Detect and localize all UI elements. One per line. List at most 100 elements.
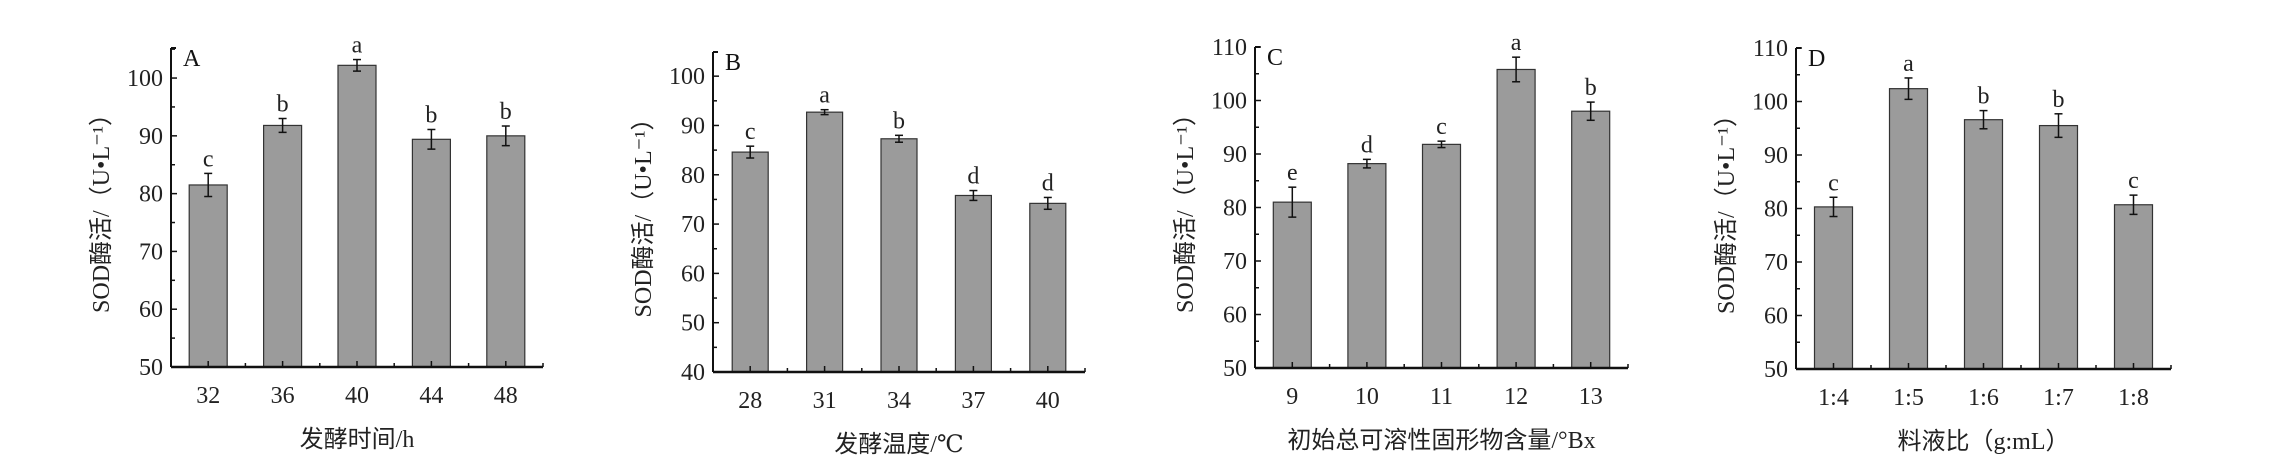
panel-d: c 1:4 a 1:5 b 1:6 b 1:7 c 1:8 50 60 70 80 90 100 110 D 料液比… bbox=[1713, 36, 2172, 455]
bar bbox=[1496, 68, 1536, 369]
bar bbox=[1272, 201, 1312, 369]
significance-label: d bbox=[1361, 132, 1373, 158]
y-tick-label: 80 bbox=[681, 163, 705, 189]
bar bbox=[337, 64, 377, 368]
x-tick-label: 11 bbox=[1430, 384, 1453, 410]
significance-label: a bbox=[819, 83, 830, 109]
significance-label: b bbox=[500, 99, 512, 125]
y-tick-label: 70 bbox=[681, 212, 705, 238]
y-tick-label: 110 bbox=[1212, 35, 1247, 61]
bar bbox=[1963, 119, 2004, 370]
significance-label: c bbox=[203, 146, 214, 172]
panel-letter: D bbox=[1808, 46, 1825, 72]
bar bbox=[1813, 206, 1854, 370]
y-axis-title: SOD酶活/（U•L⁻¹） bbox=[88, 102, 115, 313]
panel-letter: A bbox=[183, 46, 201, 72]
x-tick-label: 9 bbox=[1286, 384, 1298, 410]
x-tick-label: 44 bbox=[419, 383, 443, 409]
x-tick-label: 36 bbox=[271, 383, 295, 409]
y-tick-label: 100 bbox=[127, 66, 163, 92]
y-tick-label: 60 bbox=[139, 297, 163, 323]
x-tick-label: 32 bbox=[196, 383, 220, 409]
y-tick-label: 70 bbox=[1223, 249, 1247, 275]
x-tick-label: 12 bbox=[1504, 384, 1528, 410]
x-tick-label: 28 bbox=[738, 388, 762, 414]
x-tick-label: 1:6 bbox=[1968, 385, 1999, 411]
significance-label: b bbox=[2053, 87, 2065, 113]
significance-label: c bbox=[1436, 114, 1447, 140]
bar bbox=[880, 138, 918, 373]
x-axis-title: 初始总可溶性固形物含量/°Bx bbox=[1287, 427, 1595, 454]
bar bbox=[411, 138, 451, 368]
y-tick-label: 90 bbox=[681, 113, 705, 139]
y-axis-title: SOD酶活/（U•L⁻¹） bbox=[1172, 102, 1199, 313]
bar bbox=[2113, 204, 2154, 370]
significance-label: c bbox=[745, 119, 756, 145]
bar bbox=[1421, 143, 1462, 369]
y-tick-label: 80 bbox=[1764, 197, 1788, 223]
bar bbox=[954, 194, 993, 373]
x-tick-label: 37 bbox=[961, 388, 985, 414]
y-tick-label: 50 bbox=[1223, 356, 1247, 382]
y-tick-label: 50 bbox=[139, 355, 163, 381]
y-tick-label: 60 bbox=[681, 261, 705, 287]
x-axis-title: 发酵温度/℃ bbox=[834, 431, 964, 458]
significance-label: b bbox=[1585, 75, 1597, 101]
significance-label: e bbox=[1287, 160, 1298, 186]
significance-label: a bbox=[352, 33, 363, 59]
significance-label: c bbox=[2128, 168, 2139, 194]
significance-label: b bbox=[893, 108, 905, 134]
bar bbox=[1888, 88, 1929, 370]
y-tick-label: 100 bbox=[1211, 89, 1247, 115]
y-tick-label: 70 bbox=[139, 239, 163, 265]
y-axis-title: SOD酶活/（U•L⁻¹） bbox=[630, 107, 657, 318]
x-tick-label: 34 bbox=[887, 388, 911, 414]
bar bbox=[805, 111, 844, 373]
x-tick-label: 1:7 bbox=[2043, 385, 2074, 411]
x-tick-label: 31 bbox=[813, 388, 837, 414]
y-tick-label: 90 bbox=[1764, 143, 1788, 169]
bar bbox=[263, 124, 303, 368]
panel-a: c 32 b 36 a 40 b 44 b 48 50 60 70 80 90 100 A 发酵时间/h SOD酶活… bbox=[88, 33, 544, 453]
y-tick-label: 100 bbox=[669, 64, 705, 90]
bar bbox=[188, 184, 228, 368]
x-tick-label: 48 bbox=[494, 383, 518, 409]
x-tick-label: 40 bbox=[345, 383, 369, 409]
panel-c: e 9 d 10 c 11 a 12 b 13 50 60 70 80 90 100 110 C 初始总可溶性固形物… bbox=[1172, 30, 1629, 454]
y-tick-label: 50 bbox=[681, 311, 705, 337]
bar bbox=[1029, 202, 1067, 373]
y-axis-title: SOD酶活/（U•L⁻¹） bbox=[1713, 103, 1740, 314]
bar bbox=[2038, 124, 2079, 370]
significance-label: a bbox=[1511, 30, 1522, 56]
y-tick-label: 70 bbox=[1764, 250, 1788, 276]
x-tick-label: 1:8 bbox=[2118, 385, 2149, 411]
x-axis-title: 料液比（g:mL） bbox=[1898, 428, 2070, 455]
significance-label: c bbox=[1828, 170, 1839, 196]
panel-b: c 28 a 31 b 34 d 37 d 40 40 50 60 70 80 90 100 B 发酵温度/℃ SOD… bbox=[630, 50, 1086, 458]
significance-label: d bbox=[967, 164, 979, 190]
y-tick-label: 50 bbox=[1764, 357, 1788, 383]
y-tick-label: 100 bbox=[1752, 90, 1788, 116]
significance-label: b bbox=[425, 102, 437, 128]
x-tick-label: 13 bbox=[1579, 384, 1603, 410]
x-tick-label: 1:4 bbox=[1818, 385, 1849, 411]
panel-letter: C bbox=[1267, 45, 1283, 71]
x-tick-label: 1:5 bbox=[1893, 385, 1924, 411]
significance-label: a bbox=[1903, 51, 1914, 77]
significance-label: b bbox=[277, 92, 289, 118]
y-tick-label: 90 bbox=[139, 124, 163, 150]
x-axis-title: 发酵时间/h bbox=[300, 426, 415, 453]
y-tick-label: 40 bbox=[681, 360, 705, 386]
y-tick-label: 80 bbox=[139, 182, 163, 208]
y-tick-label: 60 bbox=[1223, 303, 1247, 329]
bar bbox=[731, 151, 769, 373]
y-tick-label: 80 bbox=[1223, 196, 1247, 222]
y-tick-label: 60 bbox=[1764, 304, 1788, 330]
significance-label: d bbox=[1042, 170, 1054, 196]
panel-letter: B bbox=[725, 50, 741, 76]
x-tick-label: 40 bbox=[1036, 388, 1060, 414]
bar bbox=[1571, 110, 1611, 369]
y-tick-label: 110 bbox=[1753, 36, 1788, 62]
x-tick-label: 10 bbox=[1355, 384, 1379, 410]
